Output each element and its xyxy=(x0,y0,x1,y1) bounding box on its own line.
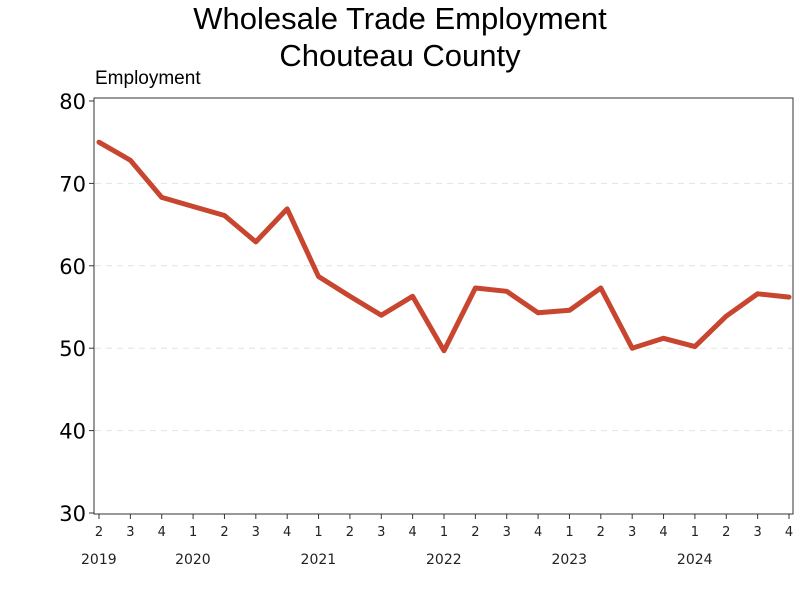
y-tick-label: 70 xyxy=(59,172,86,196)
data-point xyxy=(786,294,792,300)
x-year-label: 2023 xyxy=(551,552,587,568)
x-year-label: 2019 xyxy=(81,552,117,568)
x-quarter-label: 4 xyxy=(158,525,166,540)
x-year-label: 2022 xyxy=(426,552,462,568)
data-point xyxy=(473,285,478,291)
data-point xyxy=(567,308,572,313)
data-point xyxy=(692,344,698,349)
x-year-label: 2021 xyxy=(301,552,337,568)
y-axis-label: Employment xyxy=(95,68,201,89)
data-point xyxy=(755,291,760,297)
data-point xyxy=(661,336,666,341)
x-quarter-label: 4 xyxy=(659,525,667,540)
x-quarter-label: 4 xyxy=(408,525,416,540)
x-quarter-label: 3 xyxy=(503,525,511,540)
x-quarter-label: 2 xyxy=(597,525,605,540)
y-tick-label: 30 xyxy=(59,502,86,526)
y-tick-label: 50 xyxy=(59,337,86,361)
data-point xyxy=(284,206,290,212)
x-quarter-label: 1 xyxy=(440,525,448,540)
data-point xyxy=(253,239,259,245)
x-quarter-label: 3 xyxy=(126,525,134,540)
data-point xyxy=(441,348,447,353)
data-point xyxy=(410,294,415,299)
x-quarter-label: 2 xyxy=(346,525,354,540)
x-quarter-label: 1 xyxy=(565,525,573,540)
x-quarter-label: 4 xyxy=(534,525,542,540)
data-point xyxy=(190,204,196,209)
data-point xyxy=(629,346,635,351)
data-point xyxy=(504,289,509,294)
data-point xyxy=(724,313,729,319)
data-point xyxy=(535,310,541,315)
chart-subtitle: Chouteau County xyxy=(279,38,521,73)
x-quarter-label: 2 xyxy=(722,525,730,540)
x-quarter-label: 4 xyxy=(785,525,793,540)
data-point xyxy=(379,313,384,318)
x-quarter-label: 2 xyxy=(471,525,479,540)
x-quarter-label: 1 xyxy=(189,525,197,540)
y-tick-label: 80 xyxy=(59,90,86,114)
x-year-label: 2020 xyxy=(175,552,211,568)
x-year-label: 2024 xyxy=(677,552,713,568)
y-tick-label: 60 xyxy=(59,255,86,279)
plot-frame xyxy=(93,97,794,515)
x-quarter-label: 3 xyxy=(628,525,636,540)
x-quarter-label: 2 xyxy=(95,525,103,540)
data-point xyxy=(598,285,604,291)
x-quarter-label: 2 xyxy=(220,525,228,540)
data-point xyxy=(128,158,133,163)
x-quarter-label: 3 xyxy=(753,525,761,540)
chart-title: Wholesale Trade Employment xyxy=(193,1,607,36)
series-line xyxy=(96,139,792,354)
x-quarter-label: 1 xyxy=(691,525,699,540)
data-point xyxy=(159,195,164,200)
data-point xyxy=(347,294,353,299)
data-point xyxy=(96,140,102,145)
x-quarter-label: 4 xyxy=(283,525,291,540)
x-quarter-label: 3 xyxy=(377,525,385,540)
data-point xyxy=(222,213,227,218)
x-quarter-label: 1 xyxy=(314,525,322,540)
y-tick-label: 40 xyxy=(59,420,86,444)
x-quarter-label: 3 xyxy=(252,525,260,540)
data-point xyxy=(316,274,321,279)
